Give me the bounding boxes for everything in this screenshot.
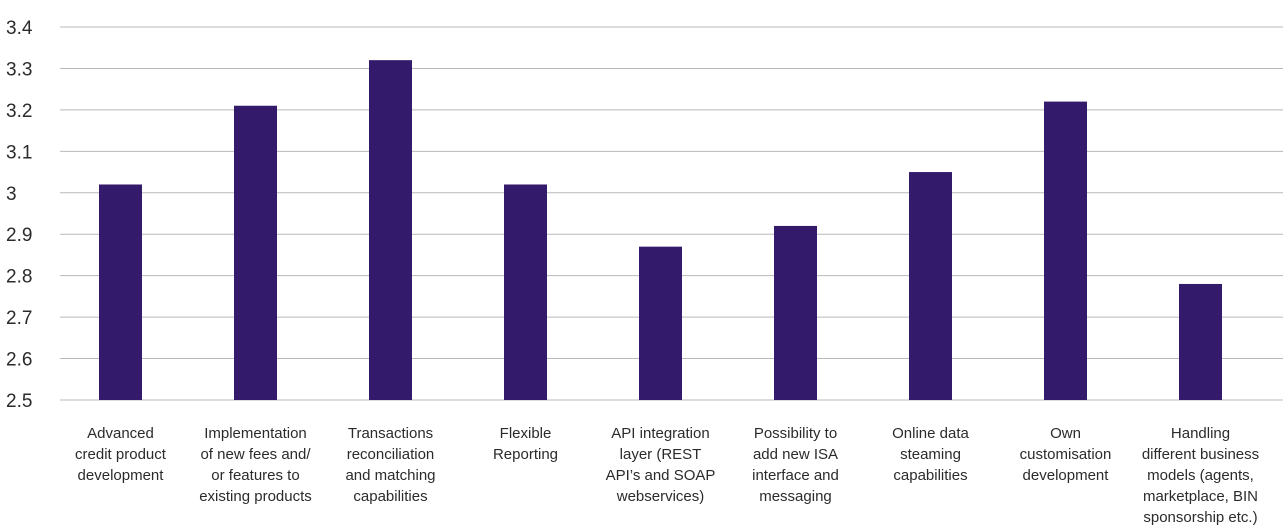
y-tick-label: 2.5 [6, 391, 32, 412]
y-tick-label: 3.3 [6, 59, 32, 80]
x-category-label-line: Handling [1171, 425, 1230, 442]
bar [369, 60, 412, 401]
x-category-label: Advanced credit product development [75, 425, 167, 484]
y-tick-label: 3.4 [6, 18, 33, 39]
x-category-label-line: Advanced [87, 425, 154, 442]
y-tick-label: 2.8 [6, 267, 32, 288]
bar [909, 172, 952, 400]
x-category-label-line: of new fees and/ [200, 446, 311, 463]
x-category-label: Online data steaming capabilities [892, 425, 969, 484]
x-category-label-line: different business [1142, 446, 1259, 463]
x-category-label-line: Reporting [493, 446, 558, 463]
x-category-label: Transactions reconciliation and matching ca… [345, 425, 435, 505]
x-category-label-line: layer (REST [620, 446, 702, 463]
x-category-label: Implementation of new fees and/or feature… [199, 425, 312, 505]
x-category-label-line: credit product [75, 446, 167, 463]
bar [504, 184, 547, 400]
y-tick-label: 3 [6, 184, 17, 205]
bar [234, 105, 277, 400]
x-category-label: Flexible Reporting [493, 425, 558, 463]
x-category-label-line: steaming [900, 446, 961, 463]
x-category-label-line: capabilities [353, 488, 427, 505]
bar [1179, 283, 1222, 400]
x-category-label-line: existing products [199, 488, 312, 505]
x-category-label-line: development [78, 467, 165, 484]
x-category-label-line: Implementation [204, 425, 307, 442]
x-category-label-line: models (agents, [1147, 467, 1254, 484]
x-category-label: Own customisation development [1020, 425, 1112, 484]
bar [639, 246, 682, 400]
x-category-label-line: Flexible [500, 425, 552, 442]
x-category-label-line: capabilities [893, 467, 967, 484]
x-category-label-line: and matching [345, 467, 435, 484]
y-tick-label: 3.2 [6, 101, 32, 122]
x-category-label-line: Possibility to [754, 425, 837, 442]
x-category-label-line: Online data [892, 425, 969, 442]
x-category-label-line: customisation [1020, 446, 1112, 463]
x-category-label-line: API integration [611, 425, 709, 442]
bars [99, 60, 1222, 401]
x-category-label-line: interface and [752, 467, 839, 484]
x-category-label-line: messaging [759, 488, 832, 505]
x-category-label-line: or features to [211, 467, 299, 484]
x-category-label-line: add new ISA [753, 446, 838, 463]
x-category-label-line: Own [1050, 425, 1081, 442]
x-category-label-line: API’s and SOAP [606, 467, 716, 484]
x-category-label-line: sponsorship etc.) [1143, 509, 1257, 526]
bar [99, 184, 142, 400]
y-tick-label: 3.1 [6, 142, 32, 163]
x-category-label-line: development [1023, 467, 1110, 484]
x-category-label: API integration layer (REST API’s and SOAP… [606, 425, 716, 505]
y-tick-label: 2.7 [6, 308, 32, 329]
bar [774, 225, 817, 400]
x-category-label-line: marketplace, BIN [1143, 488, 1258, 505]
bar [1044, 101, 1087, 400]
x-category-label-line: reconciliation [347, 446, 435, 463]
x-category-label: Possibility to add new ISA interface and me… [752, 425, 839, 505]
x-category-label-line: Transactions [348, 425, 433, 442]
x-category-label: Handling different business models (agents… [1142, 425, 1259, 526]
y-axis-tick-labels: 2.5 2.6 2.7 2.8 2.9 3 3.1 3.2 3.3 3.4 [6, 18, 33, 412]
y-tick-label: 2.9 [6, 225, 32, 246]
x-axis-category-labels: Advanced credit product development Impleme… [75, 425, 1259, 526]
y-tick-label: 2.6 [6, 350, 32, 371]
x-category-label-line: webservices) [616, 488, 705, 505]
